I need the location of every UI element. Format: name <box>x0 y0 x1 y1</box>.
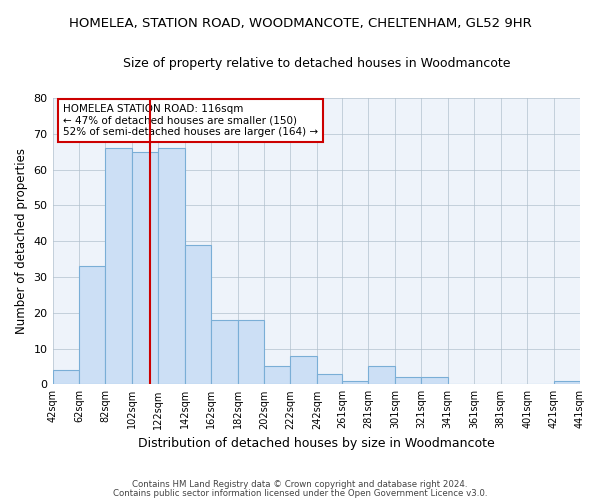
Bar <box>342 380 368 384</box>
Title: Size of property relative to detached houses in Woodmancote: Size of property relative to detached ho… <box>122 58 510 70</box>
Bar <box>79 266 106 384</box>
Bar <box>264 366 290 384</box>
Bar <box>185 245 211 384</box>
Bar <box>132 152 158 384</box>
Text: HOMELEA STATION ROAD: 116sqm
← 47% of detached houses are smaller (150)
52% of s: HOMELEA STATION ROAD: 116sqm ← 47% of de… <box>63 104 318 137</box>
Bar <box>106 148 132 384</box>
Text: HOMELEA, STATION ROAD, WOODMANCOTE, CHELTENHAM, GL52 9HR: HOMELEA, STATION ROAD, WOODMANCOTE, CHEL… <box>68 18 532 30</box>
Bar <box>53 370 79 384</box>
Bar <box>158 148 185 384</box>
Text: Contains HM Land Registry data © Crown copyright and database right 2024.: Contains HM Land Registry data © Crown c… <box>132 480 468 489</box>
Text: Contains public sector information licensed under the Open Government Licence v3: Contains public sector information licen… <box>113 488 487 498</box>
Y-axis label: Number of detached properties: Number of detached properties <box>15 148 28 334</box>
Bar <box>317 374 342 384</box>
Bar <box>211 320 238 384</box>
Bar <box>395 377 421 384</box>
X-axis label: Distribution of detached houses by size in Woodmancote: Distribution of detached houses by size … <box>138 437 494 450</box>
Bar <box>238 320 264 384</box>
Bar <box>554 380 580 384</box>
Bar <box>368 366 395 384</box>
Bar <box>421 377 448 384</box>
Bar <box>290 356 317 384</box>
